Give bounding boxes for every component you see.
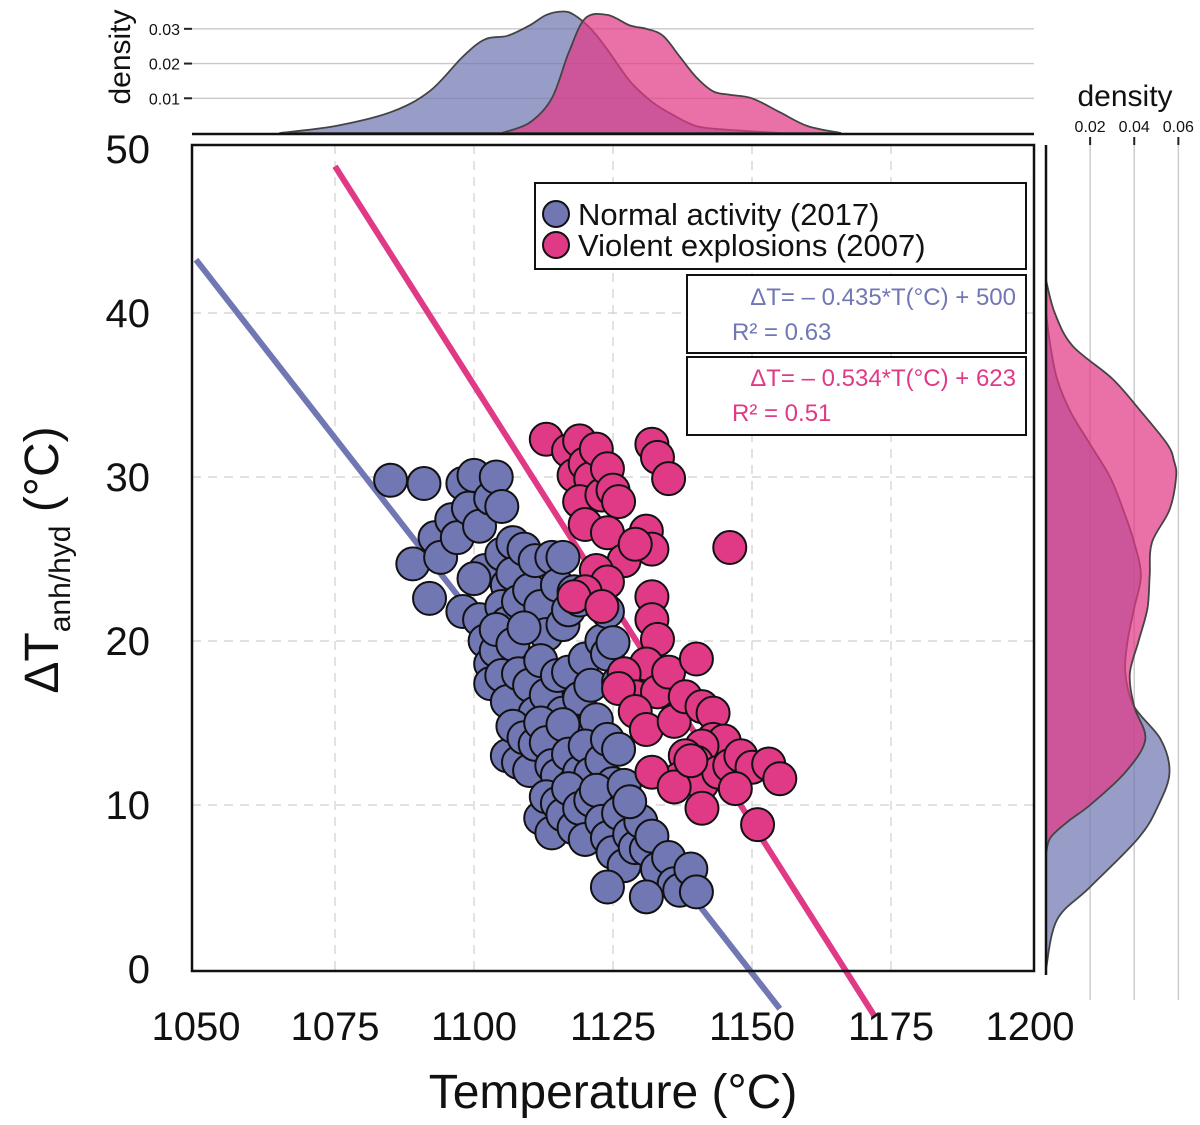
point-violent [762, 761, 798, 797]
right-density-label: density [1077, 80, 1172, 113]
regression-annotation-violent: ΔT= – 0.534*T(°C) + 623 R² = 0.51 [686, 356, 1027, 436]
right-density-curve [1045, 279, 1178, 855]
top-density-tick-label: 0.02 [149, 57, 180, 74]
y-axis-label-subscript: anh/hyd [44, 526, 77, 633]
legend: Normal activity (2017) Violent explosion… [534, 182, 1027, 270]
x-axis-label: Temperature (°C) [429, 1066, 798, 1119]
x-tick-label: 1150 [709, 1005, 795, 1049]
y-tick-label: 30 [106, 456, 151, 500]
regression-annotation-normal: ΔT= – 0.435*T(°C) + 500 R² = 0.63 [686, 274, 1027, 354]
point-normal [484, 489, 520, 525]
top-density-label: density [104, 9, 137, 104]
point-violent [712, 530, 748, 566]
point-violent [656, 769, 692, 805]
regression-equation-normal: ΔT= – 0.435*T(°C) + 500 [750, 284, 1016, 311]
y-tick-label: 0 [128, 948, 150, 992]
point-normal [412, 580, 448, 616]
point-normal [456, 561, 492, 597]
top-density-tick-label: 0.01 [149, 91, 180, 108]
right-density-tick-label: 0.04 [1119, 119, 1150, 136]
legend-frame [534, 182, 1027, 270]
point-normal [506, 610, 542, 646]
scatter-points [373, 421, 798, 915]
point-normal [373, 462, 409, 498]
point-violent [717, 771, 753, 807]
y-tick-label: 50 [106, 128, 151, 172]
top-density-tick-label: 0.03 [149, 22, 180, 39]
legend-label-normal: Normal activity (2017) [578, 197, 879, 232]
point-normal [628, 879, 664, 915]
y-tick-label: 10 [106, 784, 151, 828]
regression-box-normal [686, 274, 1027, 354]
legend-marker-normal [542, 200, 570, 228]
y-axis-ticks: 0 10 20 30 40 50 [106, 128, 151, 992]
y-tick-label: 40 [106, 292, 151, 336]
legend-marker-violent [542, 231, 570, 259]
point-normal [478, 459, 514, 495]
point-violent [740, 807, 776, 843]
point-normal [678, 874, 714, 910]
point-violent [684, 790, 720, 826]
y-tick-label: 20 [106, 620, 151, 664]
point-violent [584, 589, 620, 625]
regression-r2-violent: R² = 0.51 [732, 400, 831, 427]
x-tick-label: 1050 [152, 1005, 241, 1049]
x-axis-ticks: 1050 1075 1100 1125 1150 1175 1200 [152, 1005, 1075, 1049]
top-density-curve [501, 12, 842, 134]
point-normal [612, 784, 648, 820]
x-tick-label: 1200 [986, 1005, 1075, 1049]
right-density-panel: 0.02 0.04 0.06 [1044, 119, 1194, 1000]
x-tick-label: 1175 [848, 1005, 934, 1049]
regression-box-violent [686, 356, 1027, 436]
point-normal [589, 869, 625, 905]
regression-equation-violent: ΔT= – 0.534*T(°C) + 623 [750, 365, 1016, 392]
x-tick-label: 1100 [431, 1005, 517, 1049]
point-violent [617, 526, 653, 562]
x-tick-label: 1075 [291, 1005, 380, 1049]
point-normal [545, 539, 581, 575]
y-axis-label: ΔTanh/hyd (°C) [16, 426, 77, 693]
top-density-panel: 0.01 0.02 0.03 [149, 10, 1034, 136]
right-density-tick-label: 0.06 [1163, 119, 1194, 136]
point-violent [651, 461, 687, 497]
x-tick-label: 1125 [570, 1005, 656, 1049]
plot-frame [190, 143, 1036, 973]
y-axis-label-unit: (°C) [16, 426, 69, 525]
point-normal [406, 466, 442, 502]
legend-label-violent: Violent explosions (2007) [578, 228, 926, 263]
y-axis-label-main: ΔT [16, 632, 69, 693]
regression-r2-normal: R² = 0.63 [732, 319, 831, 346]
point-normal [601, 731, 637, 767]
point-violent [678, 641, 714, 677]
point-violent [601, 484, 637, 520]
point-violent [673, 743, 709, 779]
point-normal [595, 625, 631, 661]
right-density-tick-label: 0.02 [1075, 119, 1106, 136]
